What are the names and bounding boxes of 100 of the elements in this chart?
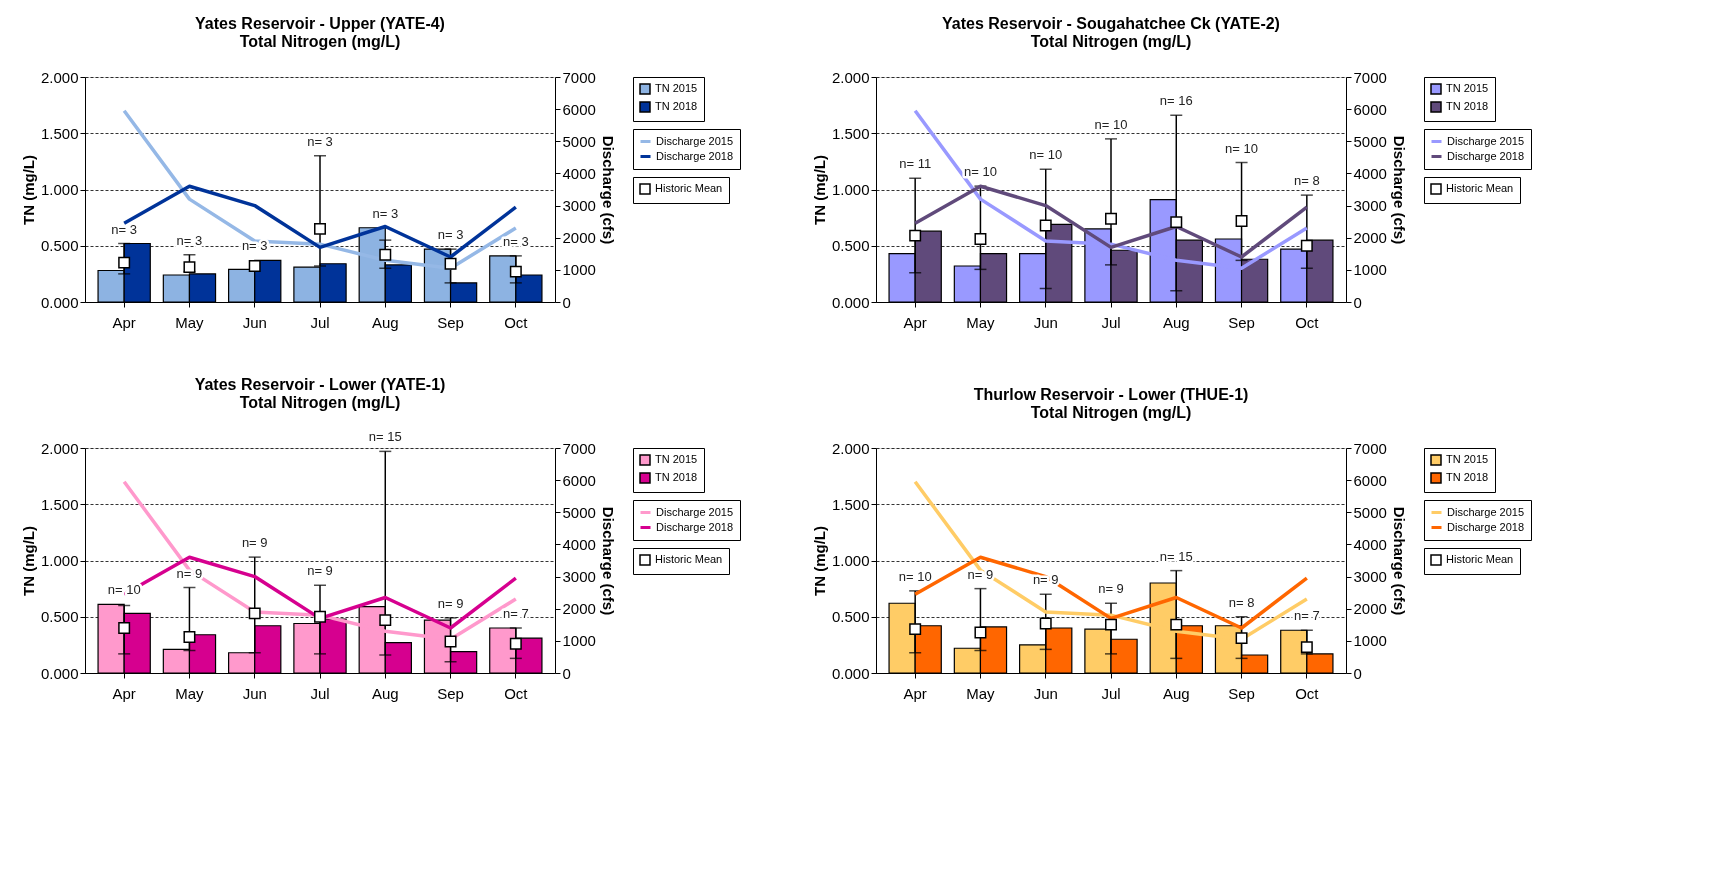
- annotation: n= 10: [1029, 147, 1063, 163]
- point: [1170, 618, 1183, 631]
- y2-tick-label: 6000: [562, 100, 596, 118]
- y-tick-label: 1.500: [40, 495, 79, 513]
- annotation: n= 3: [372, 205, 399, 221]
- legend-label: Discharge 2015: [1447, 134, 1525, 147]
- y-tick-label: 1.000: [831, 181, 870, 198]
- annotation: n= 3: [176, 232, 203, 248]
- annotation: n= 8: [1294, 173, 1320, 189]
- annotation: n= 9: [241, 535, 268, 551]
- annotation: n= 15: [1159, 548, 1193, 564]
- annotation: n= 3: [111, 221, 137, 237]
- legend-label: Discharge 2018: [1447, 149, 1525, 162]
- point: [1300, 239, 1313, 252]
- y2-tick-label: 3000: [1353, 197, 1387, 215]
- annotation: n= 11: [899, 156, 932, 172]
- point: [118, 622, 131, 634]
- x-tick-label: Oct: [1295, 684, 1320, 702]
- x-tick-label: May: [175, 313, 205, 331]
- chart-title: Yates Reservoir - Lower (YATE-1) Total Nitrogen (mg/L): [194, 376, 446, 412]
- legend-label: Historic Mean: [1446, 553, 1514, 565]
- x-tick-label: Jul: [1101, 313, 1121, 331]
- y2-axis-title: Discharge (cfs): [599, 135, 617, 245]
- chart-title: Yates Reservoir - Sougahatchee Ck (YATE-2) Total Nitrogen (mg/L): [942, 15, 1280, 50]
- y2-tick-label: 6000: [562, 471, 596, 489]
- annotation: n= 10: [1094, 116, 1128, 132]
- legend-label: Discharge 2015: [656, 505, 734, 518]
- point: [183, 631, 196, 643]
- annotation: n= 9: [176, 565, 203, 581]
- x-tick-label: Jun: [242, 684, 267, 702]
- y2-tick-label: 3000: [562, 568, 596, 586]
- point: [974, 233, 987, 245]
- y2-tick-label: 4000: [562, 535, 596, 553]
- y-tick-label: 0.000: [831, 293, 870, 311]
- x-tick-label: Oct: [1295, 313, 1320, 331]
- point: [248, 260, 261, 272]
- y-tick-label: 0.000: [40, 664, 79, 682]
- y-tick-label: 1.000: [831, 552, 870, 569]
- y2-tick-label: 2000: [1353, 600, 1387, 618]
- y-axis-title: TN (mg/L): [19, 155, 37, 225]
- x-tick-label: May: [966, 684, 996, 702]
- legend-label: Discharge 2018: [656, 520, 734, 533]
- y2-tick-label: 0: [1353, 664, 1362, 682]
- y-tick-label: 0.500: [40, 237, 79, 255]
- y2-tick-label: 3000: [1353, 568, 1387, 586]
- y2-tick-label: 0: [1353, 293, 1362, 311]
- y-tick-label: 0.500: [831, 237, 870, 255]
- legend-label: Historic Mean: [1446, 182, 1514, 194]
- y2-tick-label: 2000: [562, 600, 596, 618]
- point: [509, 637, 522, 650]
- point: [314, 222, 326, 235]
- y2-tick-label: 7000: [1353, 68, 1387, 86]
- y2-tick-label: 1000: [562, 261, 596, 279]
- point: [1105, 618, 1117, 631]
- x-tick-label: Aug: [1162, 684, 1190, 702]
- y-tick-label: 0.000: [40, 293, 79, 311]
- annotation: n= 7: [503, 606, 529, 621]
- legend-label: Historic Mean: [655, 182, 723, 194]
- x-tick-label: Jun: [1033, 684, 1058, 702]
- point: [379, 248, 392, 261]
- y2-tick-label: 6000: [1353, 471, 1387, 489]
- annotation: n= 10: [898, 568, 932, 584]
- point: [1039, 617, 1052, 630]
- annotation: n= 9: [1098, 581, 1124, 597]
- x-tick-label: May: [175, 684, 205, 702]
- y2-tick-label: 4000: [1353, 535, 1387, 553]
- x-tick-label: Sep: [437, 684, 464, 702]
- x-tick-label: Jul: [310, 684, 330, 702]
- annotation: n= 3: [241, 238, 268, 254]
- y2-tick-label: 7000: [1353, 439, 1387, 457]
- y2-tick-label: 1000: [1353, 632, 1387, 650]
- y2-tick-label: 1000: [1353, 261, 1387, 279]
- y2-tick-label: 0: [562, 293, 571, 311]
- y-tick-label: 0.000: [831, 664, 870, 682]
- x-tick-label: Apr: [903, 313, 927, 331]
- y2-tick-label: 5000: [1353, 503, 1387, 521]
- y2-tick-label: 2000: [562, 229, 596, 247]
- y-tick-label: 1.000: [40, 181, 79, 198]
- y2-tick-label: 0: [562, 664, 571, 682]
- legend-label: TN 2015: [655, 82, 698, 94]
- chart-title: Thurlow Reservoir - Lower (THUE-1) Total Nitrogen (mg/L): [973, 386, 1249, 421]
- y-tick-label: 2.000: [40, 439, 79, 457]
- point: [1170, 216, 1183, 229]
- x-tick-label: May: [966, 313, 996, 331]
- x-tick-label: Apr: [112, 684, 136, 702]
- legend-label: Historic Mean: [655, 553, 723, 565]
- annotation: n= 10: [963, 164, 997, 180]
- point: [444, 635, 457, 648]
- y2-tick-label: 2000: [1353, 229, 1387, 247]
- y-axis-title: TN (mg/L): [810, 526, 828, 596]
- y-tick-label: 2.000: [831, 439, 870, 457]
- point: [974, 626, 987, 639]
- x-tick-label: Aug: [371, 313, 399, 331]
- text: n= 15: [368, 429, 402, 445]
- y-tick-label: 0.500: [40, 608, 79, 626]
- annotation: n= 9: [307, 563, 333, 579]
- legend-label: Discharge 2018: [1447, 520, 1525, 533]
- x-tick-label: Apr: [903, 684, 927, 702]
- point: [1235, 215, 1248, 227]
- annotation: n= 10: [1225, 140, 1259, 156]
